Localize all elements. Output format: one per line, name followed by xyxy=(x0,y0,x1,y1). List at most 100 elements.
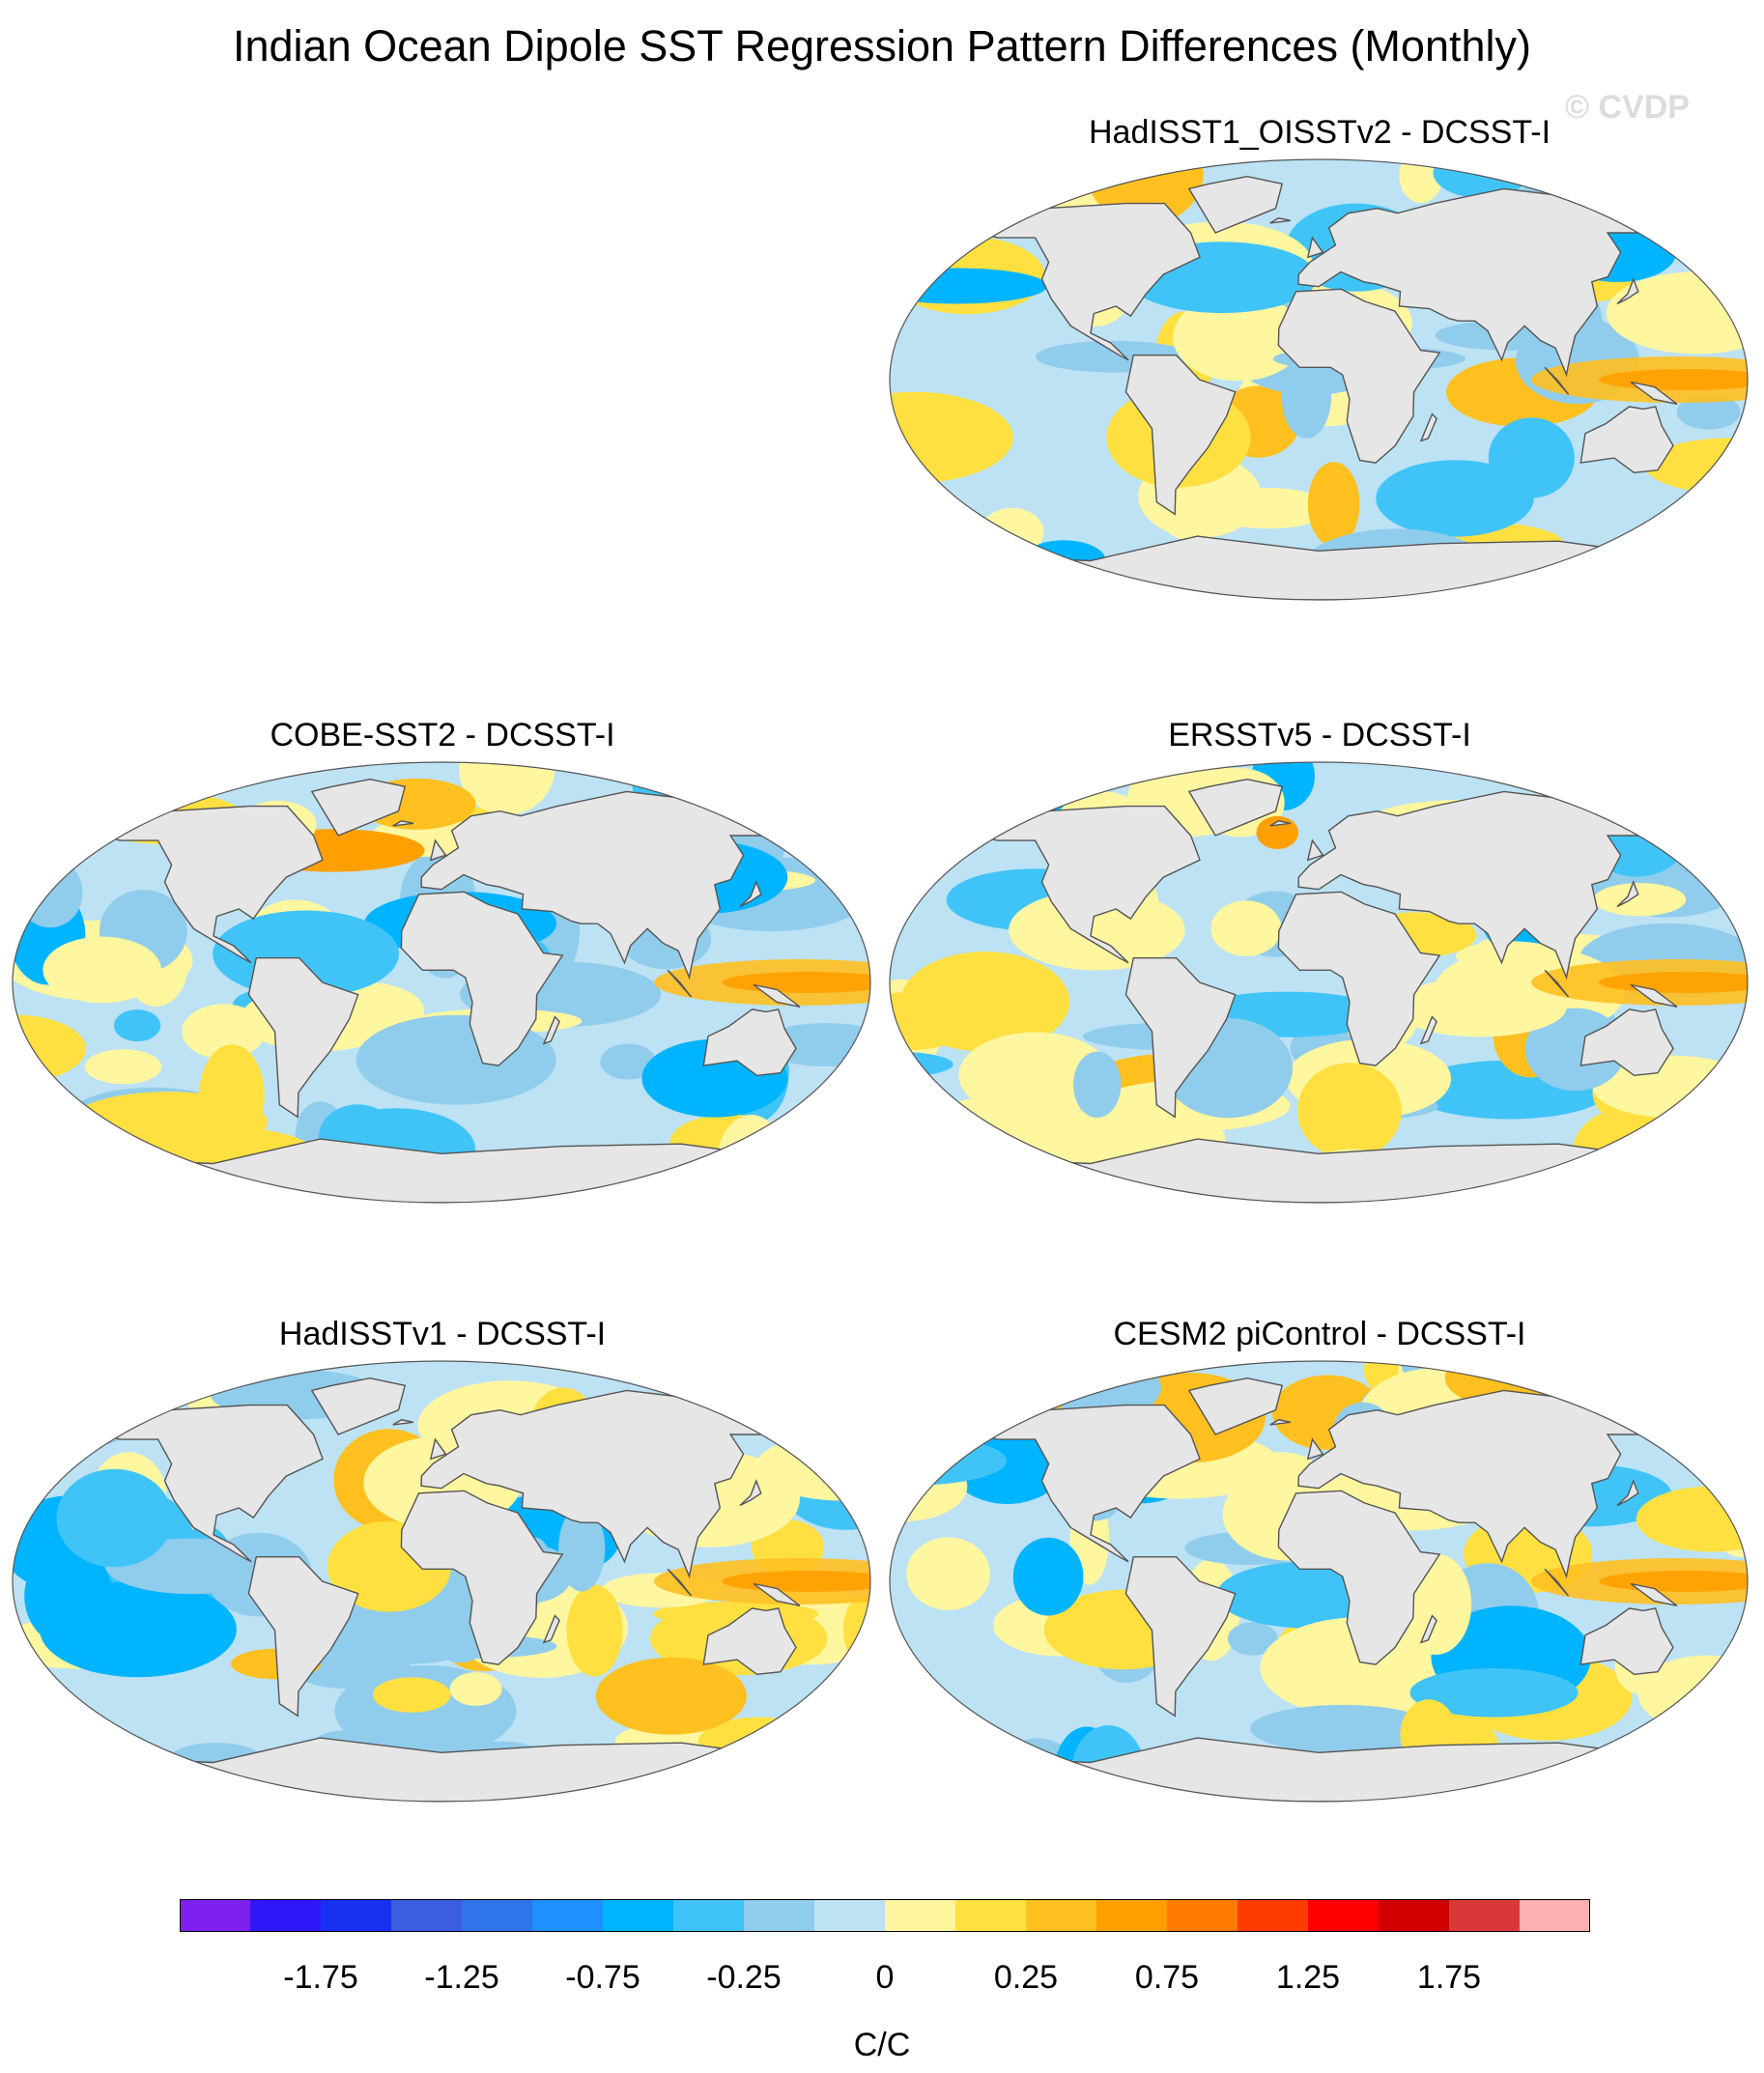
anomaly-patch xyxy=(890,813,980,852)
anomaly-patch xyxy=(1210,900,1282,956)
land-mass xyxy=(310,778,407,837)
anomaly-patch xyxy=(1602,1149,1664,1200)
anomaly-patch xyxy=(1636,1361,1708,1414)
anomaly-patch xyxy=(811,762,870,845)
land-mass xyxy=(1579,1008,1674,1077)
anomaly-patch xyxy=(1281,354,1332,439)
land-mass xyxy=(392,1419,414,1426)
land-mass xyxy=(98,805,324,964)
land-mass xyxy=(400,891,564,1066)
anomaly-patch xyxy=(600,1043,656,1080)
anomaly-patch xyxy=(890,992,976,1051)
colorbar-tick-label: 1.75 xyxy=(1417,1959,1481,1996)
land-mass xyxy=(975,805,1201,964)
colorbar-tick-label: 1.25 xyxy=(1276,1959,1340,1996)
panel-hadisstv1: HadISSTv1 - DCSST-I xyxy=(12,1316,873,1905)
anomaly-patch xyxy=(1714,540,1748,600)
land-mass xyxy=(1306,236,1324,259)
anomaly-patch xyxy=(39,1580,237,1678)
land-mass xyxy=(1269,1419,1292,1426)
land-mass xyxy=(1187,175,1284,234)
land-mass xyxy=(753,1582,801,1606)
panel-hadisst1-oisstv2: HadISST1_OISSTv2 - DCSST-I xyxy=(889,114,1750,703)
anomaly-patch xyxy=(890,391,1013,483)
land-mass xyxy=(702,1607,797,1676)
land-mass xyxy=(739,880,762,908)
land-mass xyxy=(1579,1607,1674,1676)
anomaly-patch xyxy=(1669,762,1748,811)
colorbar-bin xyxy=(1026,1899,1097,1932)
anomaly-patch xyxy=(1256,815,1299,849)
panel-ersstv5: ERSSTv5 - DCSST-I xyxy=(889,717,1750,1306)
anomaly-patch xyxy=(1250,1704,1436,1753)
land-mass xyxy=(1419,1015,1437,1045)
watermark: © CVDP xyxy=(1565,89,1690,126)
land-mass xyxy=(1277,288,1441,464)
colorbar-tick-label: -1.25 xyxy=(424,1959,499,1996)
land-mass xyxy=(1579,406,1674,474)
anomaly-patch xyxy=(182,1004,266,1060)
anomaly-patch xyxy=(1636,159,1716,202)
map-border xyxy=(889,761,1749,1204)
map-border xyxy=(12,761,871,1204)
colorbar-bin xyxy=(1167,1899,1238,1932)
anomaly-patch xyxy=(1615,838,1661,877)
anomaly-patch xyxy=(1307,462,1360,547)
land-mass xyxy=(1630,381,1678,405)
anomaly-patch xyxy=(449,1672,502,1706)
land-mass xyxy=(1187,778,1284,837)
colorbar-tick-label: -0.75 xyxy=(565,1959,640,1996)
anomaly-patch xyxy=(114,1009,161,1042)
land-mass xyxy=(667,969,693,998)
anomaly-patch xyxy=(84,1049,162,1085)
anomaly-patch xyxy=(890,159,1009,224)
land-mass xyxy=(310,1377,407,1435)
anomaly-patch xyxy=(1676,394,1741,430)
anomaly-patch xyxy=(1409,1668,1579,1718)
anomaly-patch xyxy=(906,1537,990,1610)
anomaly-patch xyxy=(13,1718,87,1759)
land-mass xyxy=(1124,956,1237,1119)
anomaly-patch xyxy=(13,1699,100,1771)
anomaly-patch xyxy=(1173,293,1305,382)
anomaly-patch xyxy=(1297,1063,1402,1159)
anomaly-patch xyxy=(1555,557,1665,600)
land-mass xyxy=(1297,187,1674,378)
land-mass xyxy=(1124,354,1237,516)
anomaly-patch xyxy=(1376,1655,1433,1687)
colorbar-tick-label: -1.75 xyxy=(283,1959,358,1996)
panel-title: COBE-SST2 - DCSST-I xyxy=(270,717,615,753)
colorbar-bin xyxy=(532,1899,604,1932)
land-mass xyxy=(542,1015,560,1045)
land-mass xyxy=(1616,277,1639,305)
land-mass xyxy=(1187,1377,1284,1435)
colorbar: -1.75 -1.25 -0.75 -0.25 0 0.25 0.75 1.25 1.75 xyxy=(180,1899,1590,1996)
land-mass xyxy=(1616,1479,1639,1507)
land-mass xyxy=(1277,1490,1441,1665)
anomaly-patch xyxy=(1012,1537,1084,1616)
land-mass xyxy=(400,1490,564,1665)
colorbar-bin xyxy=(250,1899,322,1932)
land-mass xyxy=(1269,820,1292,827)
sst-field xyxy=(890,159,1748,600)
land-mass xyxy=(1269,217,1292,224)
map-border xyxy=(889,158,1749,601)
anomaly-patch xyxy=(43,936,162,1004)
anomaly-patch xyxy=(595,1657,748,1735)
panel-title: HadISSTv1 - DCSST-I xyxy=(278,1316,607,1352)
anomaly-patch xyxy=(1227,1622,1278,1656)
anomaly-patch xyxy=(1376,460,1534,537)
land-mass xyxy=(429,838,447,862)
anomaly-patch xyxy=(566,1584,623,1677)
anomaly-patch xyxy=(1640,159,1726,199)
land-mass xyxy=(1277,891,1441,1066)
land-mass xyxy=(667,1568,693,1597)
anomaly-patch xyxy=(56,1468,173,1568)
robinson-map xyxy=(12,1360,871,1803)
land-mass xyxy=(739,1479,762,1507)
colorbar-unit-label: C/C xyxy=(853,2027,911,2063)
colorbar-outline xyxy=(180,1899,1590,1932)
land-mass xyxy=(975,202,1201,361)
land-mass xyxy=(247,1555,359,1718)
land-mass xyxy=(1630,1582,1678,1606)
